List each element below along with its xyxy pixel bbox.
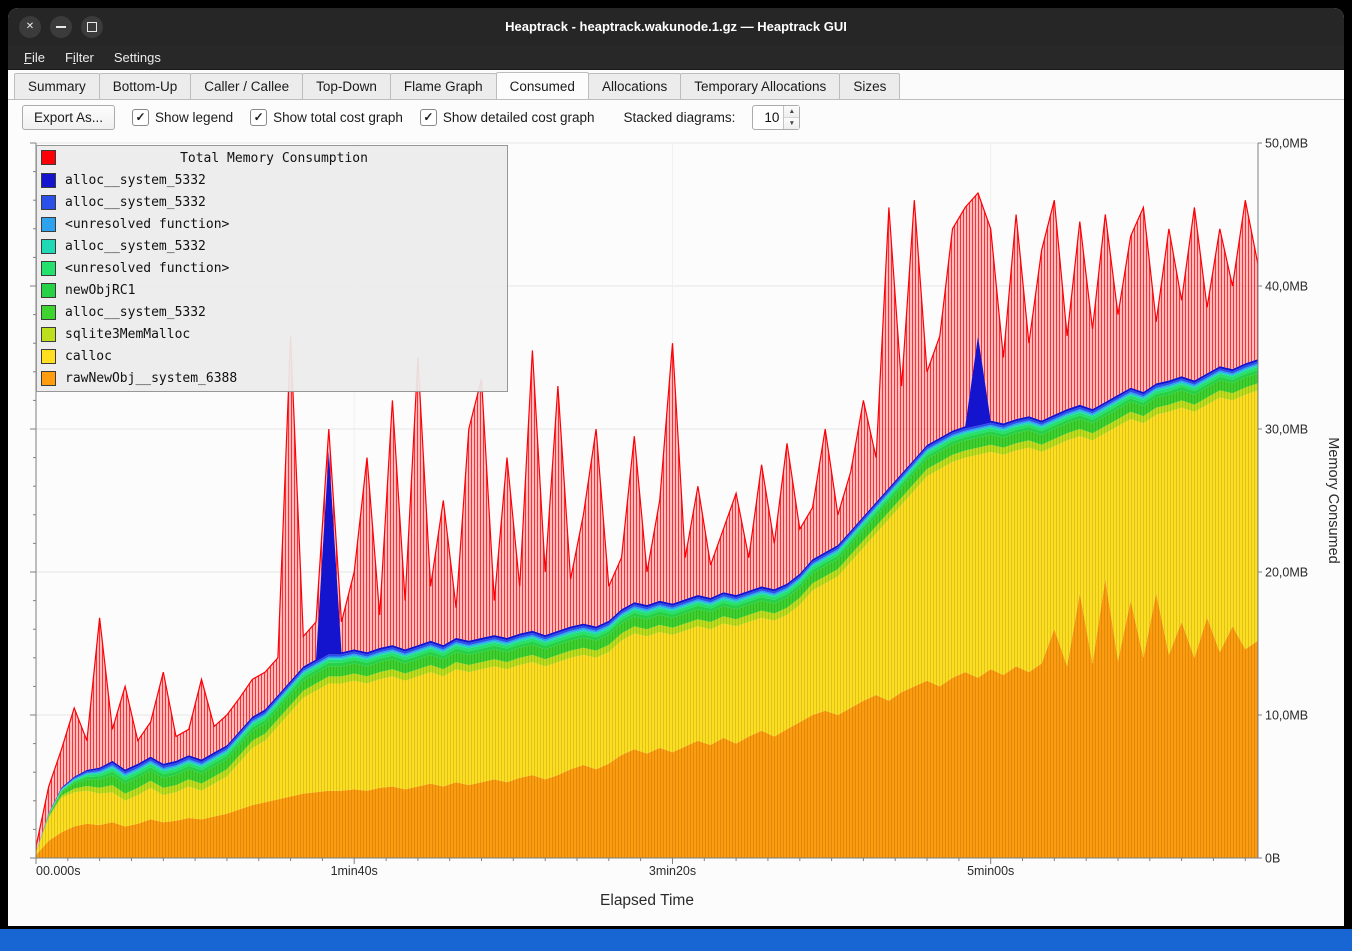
legend-label: calloc <box>65 349 112 364</box>
legend-swatch <box>41 173 56 188</box>
legend-item-alloc-system-5332: alloc__system_5332 <box>37 235 507 257</box>
menu-bar: FileFilterSettings <box>8 45 1344 70</box>
y-tick-label: 10,0MB <box>1265 709 1308 723</box>
spinner-buttons: ▲ ▼ <box>783 106 799 129</box>
stacked-diagrams-spinbox[interactable]: 10 ▲ ▼ <box>752 105 800 130</box>
legend-item-unresolved-function: <unresolved function> <box>37 257 507 279</box>
tab-sizes[interactable]: Sizes <box>839 73 900 99</box>
legend-swatch <box>41 261 56 276</box>
checkbox-label: Show legend <box>155 110 233 125</box>
tab-flame-graph[interactable]: Flame Graph <box>390 73 497 99</box>
legend-label: alloc__system_5332 <box>65 173 206 188</box>
checkbox-box: ✓ <box>420 109 437 126</box>
checkbox-show-detailed-cost-graph[interactable]: ✓ Show detailed cost graph <box>420 109 595 126</box>
y-tick-label: 50,0MB <box>1265 137 1308 151</box>
legend-label: alloc__system_5332 <box>65 195 206 210</box>
x-tick-label: 1min40s <box>331 864 378 878</box>
checkbox-label: Show total cost graph <box>273 110 403 125</box>
legend-item-calloc: calloc <box>37 345 507 367</box>
legend-label: rawNewObj__system_6388 <box>65 371 237 386</box>
legend-label: sqlite3MemMalloc <box>65 327 190 342</box>
window-title: Heaptrack - heaptrack.wakunode.1.gz — He… <box>8 19 1344 34</box>
tab-consumed[interactable]: Consumed <box>496 72 589 99</box>
minimize-icon <box>56 26 66 28</box>
legend-title: Total Memory Consumption <box>37 147 507 169</box>
legend-label: newObjRC1 <box>65 283 135 298</box>
chart-area: 00.000s 1min40s 3min20s 5min00s 0B 10,0MB 20,0… <box>8 134 1344 926</box>
legend-swatch <box>41 283 56 298</box>
legend-item-alloc-system-5332: alloc__system_5332 <box>37 169 507 191</box>
window-controls: ✕ <box>8 16 103 38</box>
checkbox-show-legend[interactable]: ✓ Show legend <box>132 109 233 126</box>
legend-item-alloc-system-5332: alloc__system_5332 <box>37 191 507 213</box>
bottom-panel <box>0 929 1352 951</box>
legend-swatch <box>41 239 56 254</box>
x-axis-title: Elapsed Time <box>600 892 694 909</box>
legend-item-newobjrc1: newObjRC1 <box>37 279 507 301</box>
checkbox-box: ✓ <box>132 109 149 126</box>
legend-item-rawnewobj-system-6388: rawNewObj__system_6388 <box>37 367 507 389</box>
spin-up-button[interactable]: ▲ <box>784 106 799 118</box>
y-tick-label: 0B <box>1265 852 1280 866</box>
legend-swatch <box>41 150 56 165</box>
tab-bottom-up[interactable]: Bottom-Up <box>99 73 192 99</box>
legend-swatch <box>41 305 56 320</box>
stacked-diagrams-label: Stacked diagrams: <box>624 110 736 125</box>
close-icon: ✕ <box>26 21 34 32</box>
maximize-button[interactable] <box>81 16 103 38</box>
legend-item-unresolved-function: <unresolved function> <box>37 213 507 235</box>
titlebar: ✕ Heaptrack - heaptrack.wakunode.1.gz — … <box>8 8 1344 45</box>
menu-filter[interactable]: Filter <box>55 47 104 68</box>
spin-down-button[interactable]: ▼ <box>784 118 799 129</box>
y-tick-label: 30,0MB <box>1265 423 1308 437</box>
legend-label: alloc__system_5332 <box>65 305 206 320</box>
checkbox-label: Show detailed cost graph <box>443 110 595 125</box>
legend-swatch <box>41 217 56 232</box>
app-window: ✕ Heaptrack - heaptrack.wakunode.1.gz — … <box>8 8 1344 926</box>
tab-summary[interactable]: Summary <box>14 73 100 99</box>
legend-label: <unresolved function> <box>65 261 229 276</box>
legend-label: alloc__system_5332 <box>65 239 206 254</box>
maximize-icon <box>87 22 97 32</box>
minimize-button[interactable] <box>50 16 72 38</box>
legend-item-sqlite3memmalloc: sqlite3MemMalloc <box>37 323 507 345</box>
legend-swatch <box>41 327 56 342</box>
menu-file[interactable]: File <box>14 47 55 68</box>
menu-settings[interactable]: Settings <box>104 47 171 68</box>
chart-legend: Total Memory Consumption alloc__system_53… <box>36 145 508 392</box>
checkbox-group: ✓ Show legend ✓ Show total cost graph ✓ Show … <box>132 109 595 126</box>
legend-label: <unresolved function> <box>65 217 229 232</box>
close-button[interactable]: ✕ <box>19 16 41 38</box>
legend-label: Total Memory Consumption <box>41 151 507 166</box>
checkbox-box: ✓ <box>250 109 267 126</box>
y-axis-title: Memory Consumed <box>1325 437 1341 564</box>
tab-temporary-allocations[interactable]: Temporary Allocations <box>680 73 840 99</box>
stacked-diagrams-value: 10 <box>753 106 783 129</box>
tab-caller-callee[interactable]: Caller / Callee <box>190 73 303 99</box>
checkbox-show-total-cost-graph[interactable]: ✓ Show total cost graph <box>250 109 403 126</box>
tab-top-down[interactable]: Top-Down <box>302 73 391 99</box>
tab-allocations[interactable]: Allocations <box>588 73 681 99</box>
tab-bar: SummaryBottom-UpCaller / CalleeTop-DownF… <box>8 70 1344 100</box>
export-as-button[interactable]: Export As... <box>22 105 115 130</box>
y-tick-label: 40,0MB <box>1265 280 1308 294</box>
legend-swatch <box>41 195 56 210</box>
y-tick-label: 20,0MB <box>1265 566 1308 580</box>
legend-swatch <box>41 371 56 386</box>
legend-item-alloc-system-5332: alloc__system_5332 <box>37 301 507 323</box>
toolbar: Export As... ✓ Show legend ✓ Show total cos… <box>8 100 1344 134</box>
x-tick-label: 3min20s <box>649 864 696 878</box>
x-tick-label: 5min00s <box>967 864 1014 878</box>
x-tick-label: 00.000s <box>36 864 80 878</box>
legend-swatch <box>41 349 56 364</box>
